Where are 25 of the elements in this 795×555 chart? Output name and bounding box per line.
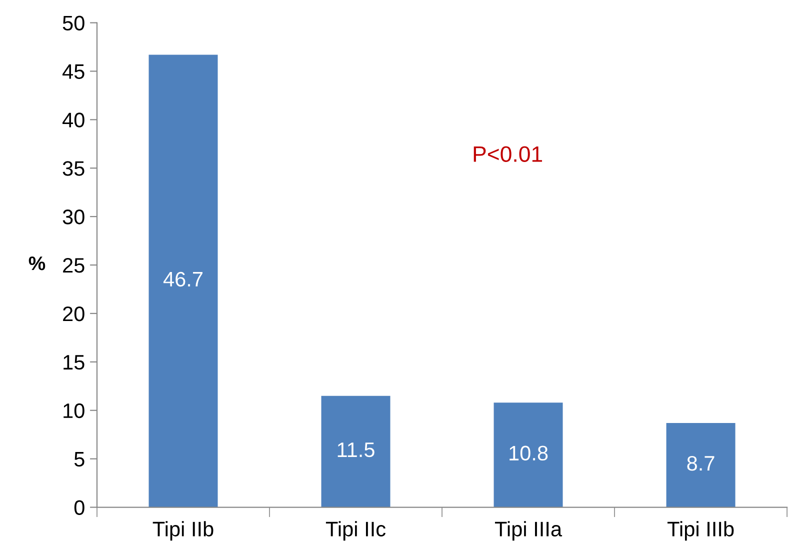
data-label: 8.7 <box>687 456 714 471</box>
data-label: 46.7 <box>163 272 202 287</box>
bar <box>148 54 218 508</box>
y-tick-label: 20 <box>63 306 84 322</box>
bar <box>494 402 563 508</box>
y-tick-label: 5 <box>74 452 84 467</box>
bar <box>321 396 390 508</box>
y-tick-label: 35 <box>62 161 84 176</box>
bar <box>666 422 736 508</box>
y-tick-label: 50 <box>62 16 84 31</box>
x-tick-label: Tipi IIIa <box>494 521 562 541</box>
y-tick-label: 10 <box>64 403 84 418</box>
y-tick-label: 25 <box>63 258 84 273</box>
x-tick-label: Tipi IIb <box>152 521 214 541</box>
y-tick-label: 45 <box>62 64 84 79</box>
x-tick-label: Tipi IIc <box>326 521 386 541</box>
x-tick-label: Tipi IIIb <box>668 521 734 541</box>
annotation: P<0.01 <box>474 146 542 162</box>
y-axis-title: % <box>28 256 46 270</box>
data-label: 10.8 <box>510 446 548 461</box>
data-label: 11.5 <box>338 442 374 458</box>
y-tick-label: 40 <box>62 112 84 128</box>
y-tick-label: 0 <box>74 500 84 516</box>
y-tick-label: 15 <box>64 355 84 370</box>
y-tick-label: 30 <box>62 210 84 224</box>
